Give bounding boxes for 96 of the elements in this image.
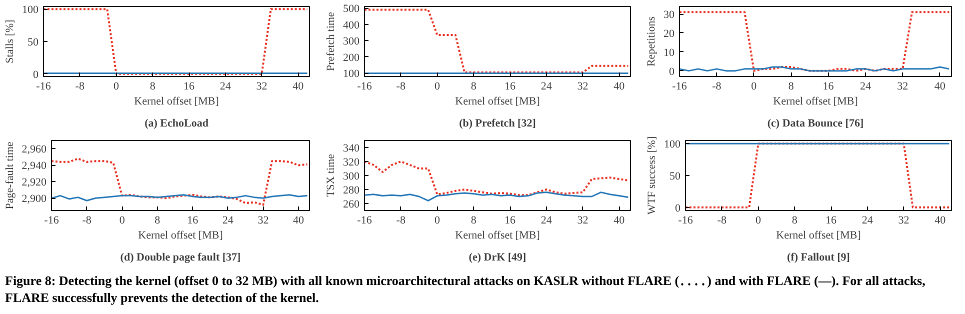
x-tick-label: -16	[357, 80, 372, 92]
y-tick-label: 400	[343, 19, 360, 32]
y-tick-label: 0	[669, 66, 675, 78]
text: (e) DrK [49]	[468, 252, 526, 264]
y-axis-title: Prefetch time	[325, 12, 337, 71]
y-tick-label: 320	[343, 156, 360, 168]
x-tick-label: -16	[44, 214, 60, 226]
line-series	[680, 11, 950, 72]
y-axis-title: TSX time	[325, 154, 337, 198]
x-tick-label: 24	[860, 80, 872, 92]
line-series	[364, 192, 629, 202]
x-tick-label: 16	[504, 214, 516, 226]
x-tick-label: 32	[577, 80, 588, 92]
x-tick-label: -8	[396, 80, 406, 92]
text: (f) Fallout [9]	[787, 252, 850, 264]
x-tick-label: 32	[577, 214, 588, 226]
x-tick-label: -8	[712, 80, 722, 92]
x-tick-label: 8	[470, 214, 477, 226]
y-tick-label: 100	[664, 138, 681, 151]
x-tick-label: 8	[788, 80, 794, 92]
y-axis-title: WTF success [%]	[646, 136, 658, 215]
x-tick-label: 40	[614, 80, 626, 92]
x-tick-label: 24	[222, 214, 234, 226]
caption: Figure 8: Detecting the kernel (offset 0 to 32 MB) with all known microarchitectural attacks on KASLR without FLARE (․․․․) and with FLARE (—). For all attacks, FLARE successfully prevents the detection of the kernel.	[5, 273, 926, 307]
x-tick-label: 0	[751, 80, 758, 92]
y-tick-label: 50	[670, 170, 681, 182]
x-tick-label: 16	[826, 214, 838, 226]
x-tick-label: 8	[470, 80, 477, 92]
x-tick-label: 16	[184, 80, 196, 92]
y-tick-label: 30	[664, 9, 675, 22]
x-tick-label: 32	[898, 214, 910, 226]
line-series	[364, 8, 630, 74]
y-tick-label: 0	[33, 68, 39, 81]
x-tick-label: 24	[220, 80, 232, 92]
x-tick-label: 40	[934, 80, 946, 92]
x-tick-label: 40	[934, 214, 946, 226]
text: (a) EchoLoad	[144, 118, 208, 130]
y-tick-label: 100	[343, 68, 360, 80]
x-tick-label: -16	[678, 214, 694, 226]
y-tick-label: 50	[28, 36, 39, 48]
x-tick-label: 32	[258, 214, 269, 226]
x-tick-label: -16	[357, 214, 372, 226]
x-axis-title: Kernel offset [MB]	[773, 96, 858, 108]
x-tick-label: -16	[672, 80, 688, 92]
x-tick-label: -8	[75, 80, 85, 92]
y-tick-label: 200	[343, 52, 360, 64]
x-tick-label: 32	[897, 80, 908, 92]
x-tick-label: 0	[756, 214, 762, 226]
text: (b) Prefetch [32]	[459, 118, 536, 130]
x-axis-title: Kernel offset [MB]	[138, 230, 223, 242]
x-axis-title: Kernel offset [MB]	[776, 230, 861, 242]
x-tick-label: 40	[614, 214, 626, 226]
x-tick-label: 32	[256, 80, 268, 92]
x-tick-label: -8	[717, 214, 727, 226]
y-tick-label: 340	[343, 142, 360, 154]
x-tick-label: 16	[504, 80, 516, 92]
y-tick-label: 10	[664, 46, 675, 59]
y-axis-title: Stalls [%]	[4, 20, 16, 64]
line-series	[364, 160, 630, 196]
x-tick-label: 8	[792, 214, 798, 226]
x-tick-label: 0	[434, 214, 440, 226]
y-tick-label: 500	[343, 3, 360, 16]
y-tick-label: 0	[675, 202, 681, 214]
x-tick-label: 40	[292, 80, 304, 92]
y-axis-title: Repetitions	[646, 16, 658, 67]
x-tick-label: -8	[82, 214, 92, 226]
text: (d) Double page fault [37]	[120, 252, 241, 264]
y-tick-label: 300	[343, 36, 360, 48]
x-tick-label: 16	[822, 80, 834, 92]
y-tick-label: 280	[343, 184, 360, 196]
x-tick-label: 0	[119, 214, 126, 226]
y-tick-label: 260	[343, 198, 360, 210]
x-tick-label: 8	[150, 80, 156, 92]
x-tick-label: 0	[114, 80, 120, 92]
x-tick-label: 8	[154, 214, 161, 226]
y-tick-label: 2,900	[22, 193, 47, 206]
y-tick-label: 100	[22, 4, 39, 16]
x-tick-label: 24	[540, 80, 552, 92]
line-series	[52, 158, 308, 206]
x-tick-label: 24	[862, 214, 874, 226]
x-tick-label: 24	[540, 214, 552, 226]
x-axis-title: Kernel offset [MB]	[455, 230, 540, 242]
x-tick-label: 16	[187, 214, 199, 226]
y-tick-label: 2,920	[22, 176, 47, 189]
x-tick-label: 40	[292, 214, 304, 226]
x-tick-label: 0	[434, 80, 440, 92]
x-axis-title: Kernel offset [MB]	[134, 96, 219, 108]
y-axis-title: Page-fault time	[4, 142, 16, 210]
x-tick-label: -16	[36, 80, 52, 92]
x-axis-title: Kernel offset [MB]	[455, 96, 540, 108]
text: (c) Data Bounce [76]	[767, 118, 864, 130]
y-tick-label: 2,960	[22, 144, 47, 156]
y-tick-label: 2,940	[22, 160, 47, 172]
y-tick-label: 300	[343, 170, 360, 182]
y-tick-label: 20	[664, 28, 675, 40]
x-tick-label: -8	[396, 214, 406, 226]
